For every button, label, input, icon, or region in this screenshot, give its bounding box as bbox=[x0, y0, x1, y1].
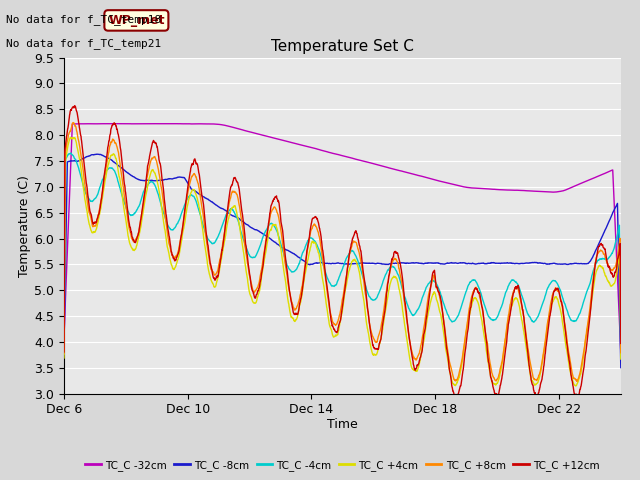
Text: No data for f_TC_temp21: No data for f_TC_temp21 bbox=[6, 38, 162, 49]
Y-axis label: Temperature (C): Temperature (C) bbox=[19, 175, 31, 276]
Text: WP_met: WP_met bbox=[108, 14, 164, 27]
Title: Temperature Set C: Temperature Set C bbox=[271, 39, 414, 54]
Text: No data for f_TC_temp18: No data for f_TC_temp18 bbox=[6, 14, 162, 25]
X-axis label: Time: Time bbox=[327, 418, 358, 431]
Legend: TC_C -32cm, TC_C -8cm, TC_C -4cm, TC_C +4cm, TC_C +8cm, TC_C +12cm: TC_C -32cm, TC_C -8cm, TC_C -4cm, TC_C +… bbox=[81, 456, 604, 475]
